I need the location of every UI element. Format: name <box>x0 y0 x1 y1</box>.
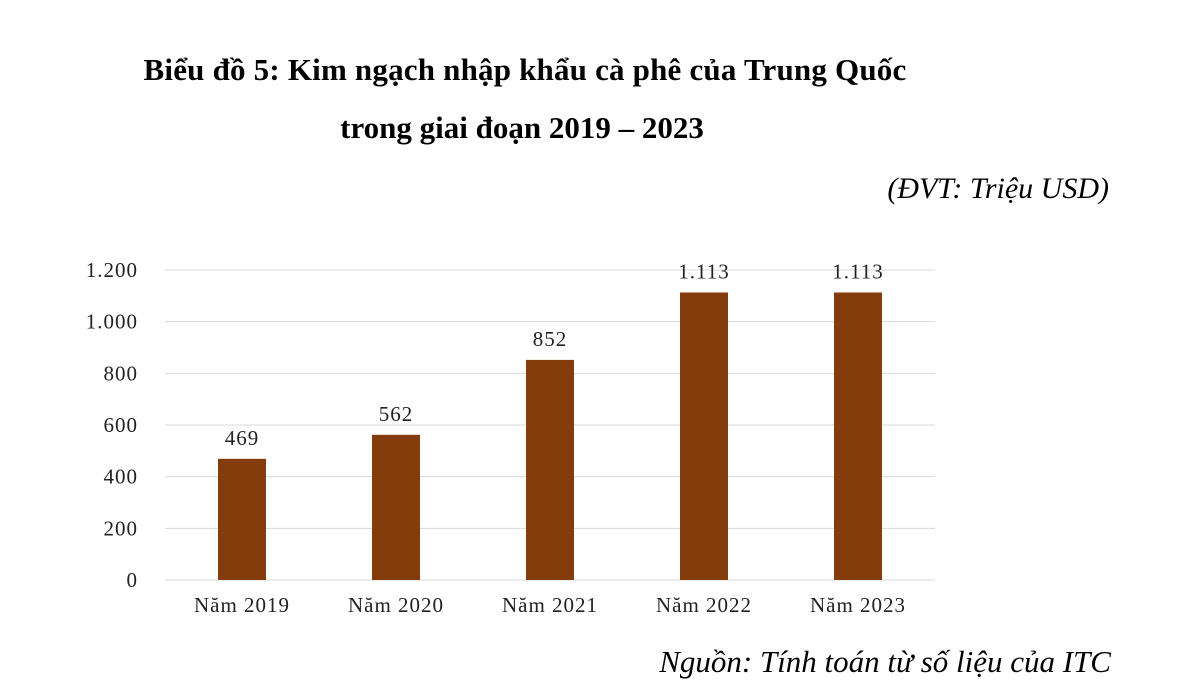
chart-subtitle: trong giai đoạn 2019 – 2023 <box>340 110 704 145</box>
data-label: 852 <box>533 327 568 351</box>
x-tick-label: Năm 2023 <box>810 593 906 617</box>
x-tick-label: Năm 2019 <box>194 593 290 617</box>
unit-note: (ĐVT: Triệu USD) <box>887 172 1109 205</box>
bar <box>834 292 882 580</box>
y-tick-label: 1.200 <box>86 258 138 282</box>
y-tick-label: 400 <box>104 465 139 489</box>
y-tick-label: 800 <box>104 361 139 385</box>
bar-chart: 0 200 400 600 800 1.000 1.200 469 Năm 2019 562 Năm… <box>86 258 935 617</box>
y-tick-label: 200 <box>104 516 139 540</box>
x-tick-label: Năm 2022 <box>656 593 752 617</box>
data-label: 562 <box>379 402 414 426</box>
bar <box>526 359 574 580</box>
x-tick-label: Năm 2020 <box>348 593 444 617</box>
source-note: Nguồn: Tính toán từ số liệu của ITC <box>659 644 1111 679</box>
x-tick-label: Năm 2021 <box>502 593 598 617</box>
bar <box>372 434 420 580</box>
data-label: 1.113 <box>832 259 883 283</box>
chart-title: Biểu đồ 5: Kim ngạch nhập khẩu cà phê củ… <box>143 52 907 87</box>
bar <box>218 458 266 580</box>
data-label: 469 <box>225 426 260 450</box>
y-tick-label: 0 <box>127 568 139 592</box>
data-label: 1.113 <box>678 259 729 283</box>
bar <box>680 292 728 580</box>
y-tick-label: 600 <box>104 413 139 437</box>
y-tick-label: 1.000 <box>86 310 138 334</box>
